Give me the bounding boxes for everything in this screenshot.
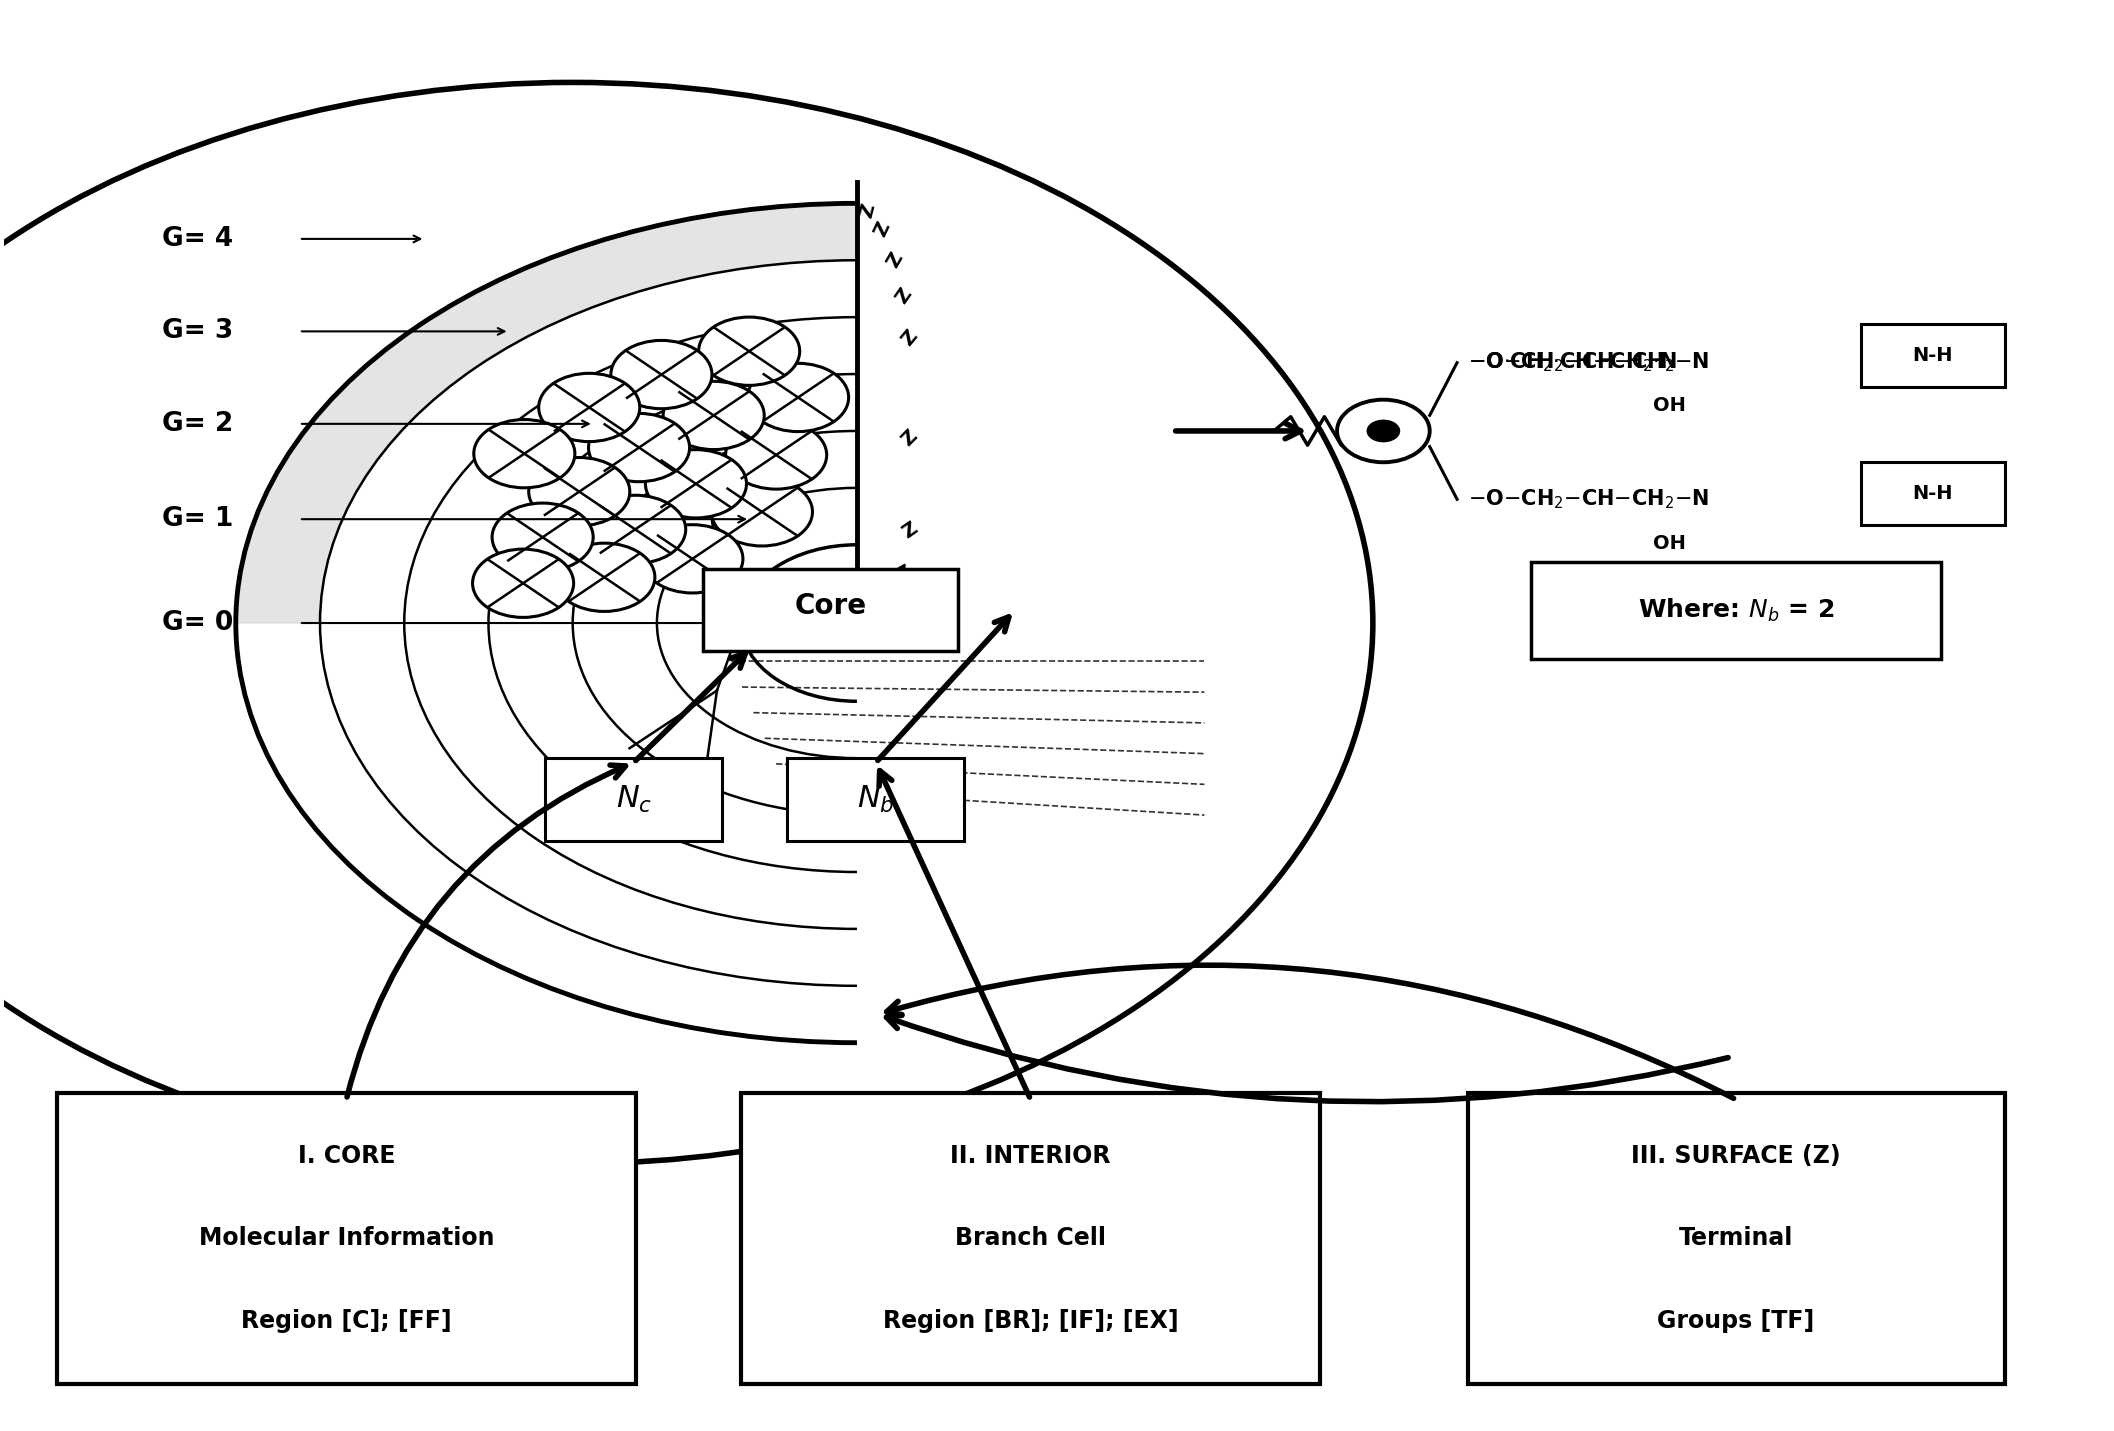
Circle shape — [1336, 399, 1429, 462]
Circle shape — [539, 373, 641, 442]
FancyBboxPatch shape — [1860, 325, 2004, 386]
Text: Z: Z — [892, 561, 913, 585]
Text: Branch Cell: Branch Cell — [956, 1226, 1106, 1251]
Circle shape — [645, 449, 746, 518]
Text: $N_c$: $N_c$ — [615, 784, 651, 816]
Circle shape — [528, 458, 630, 525]
Text: Region [BR]; [IF]; [EX]: Region [BR]; [IF]; [EX] — [884, 1309, 1177, 1332]
Text: N-H: N-H — [1913, 346, 1953, 365]
Polygon shape — [237, 203, 856, 622]
Text: Terminal: Terminal — [1679, 1226, 1793, 1251]
FancyBboxPatch shape — [1467, 1092, 2004, 1384]
FancyBboxPatch shape — [545, 758, 723, 840]
Circle shape — [474, 550, 573, 617]
Text: G= 2: G= 2 — [163, 411, 233, 436]
Text: Region [C]; [FF]: Region [C]; [FF] — [241, 1309, 452, 1332]
Circle shape — [748, 363, 848, 432]
Circle shape — [588, 414, 689, 482]
Circle shape — [712, 478, 812, 547]
Text: II. INTERIOR: II. INTERIOR — [951, 1143, 1112, 1168]
Circle shape — [611, 341, 712, 409]
Text: Z: Z — [884, 249, 907, 270]
FancyBboxPatch shape — [1531, 562, 1941, 658]
Circle shape — [474, 419, 575, 488]
Text: $N_b$: $N_b$ — [858, 784, 894, 816]
Text: Core: Core — [795, 592, 867, 620]
Text: Z: Z — [898, 518, 922, 542]
Text: Where: $N_b$ = 2: Where: $N_b$ = 2 — [1638, 597, 1835, 624]
Circle shape — [725, 421, 827, 489]
Text: $-$O$-$CH$_2$$-$CH$-$CH$_2$$-$N: $-$O$-$CH$_2$$-$CH$-$CH$_2$$-$N — [1467, 351, 1708, 375]
Circle shape — [554, 544, 655, 611]
FancyBboxPatch shape — [1860, 462, 2004, 525]
Text: G= 1: G= 1 — [163, 507, 233, 532]
Circle shape — [1366, 419, 1399, 442]
Text: G= 0: G= 0 — [163, 610, 233, 635]
Text: $-$O$-$CH$_2$$-$CH$-$CH$_2$$-$N: $-$O$-$CH$_2$$-$CH$-$CH$_2$$-$N — [1467, 488, 1708, 511]
Text: G= 4: G= 4 — [163, 226, 233, 252]
FancyBboxPatch shape — [789, 758, 964, 840]
Text: Groups [TF]: Groups [TF] — [1657, 1309, 1814, 1332]
Text: Molecular Information: Molecular Information — [199, 1226, 495, 1251]
Circle shape — [643, 525, 742, 592]
FancyBboxPatch shape — [742, 1092, 1321, 1384]
Text: Z: Z — [898, 426, 922, 449]
Text: Z: Z — [898, 326, 922, 351]
Text: Z: Z — [892, 285, 915, 308]
Circle shape — [586, 495, 685, 564]
Text: OH: OH — [1653, 534, 1687, 552]
Text: I. CORE: I. CORE — [298, 1143, 395, 1168]
Circle shape — [493, 504, 594, 571]
Text: Z: Z — [871, 219, 894, 239]
Text: III. SURFACE (Z): III. SURFACE (Z) — [1632, 1143, 1841, 1168]
Circle shape — [664, 381, 765, 449]
Circle shape — [698, 318, 799, 385]
Text: $-$O$\cdot$CH$_2$$\cdot$CH$-$CH$_2$$\cdot$N: $-$O$\cdot$CH$_2$$\cdot$CH$-$CH$_2$$\cdo… — [1467, 351, 1676, 375]
FancyBboxPatch shape — [57, 1092, 636, 1384]
Text: N-H: N-H — [1913, 484, 1953, 504]
FancyBboxPatch shape — [704, 570, 958, 651]
Text: G= 3: G= 3 — [163, 318, 233, 345]
Text: OH: OH — [1653, 396, 1687, 415]
Text: Z: Z — [856, 202, 879, 220]
